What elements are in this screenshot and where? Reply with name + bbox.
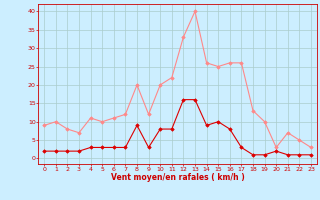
X-axis label: Vent moyen/en rafales ( km/h ): Vent moyen/en rafales ( km/h ) — [111, 173, 244, 182]
